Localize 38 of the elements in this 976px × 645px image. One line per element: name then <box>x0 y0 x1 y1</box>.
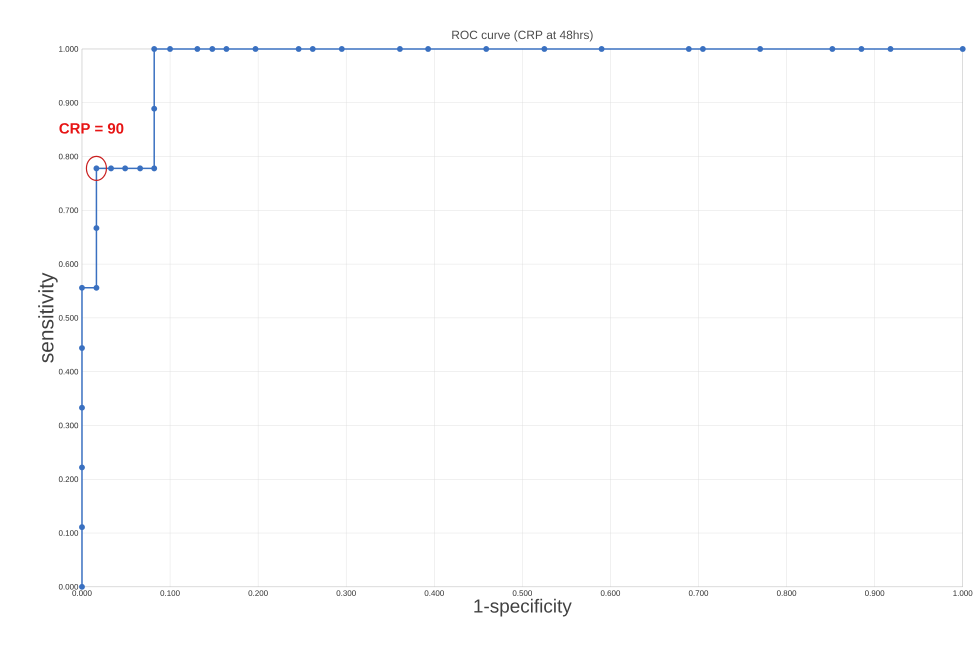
point <box>79 584 85 590</box>
x-axis-title: 1-specificity <box>474 598 572 617</box>
point <box>209 46 216 52</box>
point <box>93 225 100 232</box>
point <box>93 284 100 291</box>
point <box>396 46 403 52</box>
point <box>338 46 345 52</box>
point <box>598 46 605 52</box>
point <box>310 46 316 52</box>
point <box>79 524 85 530</box>
point <box>686 46 692 52</box>
point <box>167 46 174 52</box>
point <box>757 46 764 52</box>
point <box>425 46 432 52</box>
point <box>483 46 490 52</box>
annotation: CRP = 90 <box>59 123 124 134</box>
chart-title: ROC curve (CRP at 48hrs) <box>452 30 593 42</box>
point <box>960 46 966 52</box>
y-axis-title: sensitivity <box>38 272 58 363</box>
point <box>888 46 894 52</box>
point <box>223 46 230 52</box>
point <box>151 46 158 52</box>
point <box>541 46 548 52</box>
point <box>79 284 85 291</box>
point <box>79 464 85 470</box>
point <box>252 46 258 52</box>
point <box>858 46 864 52</box>
point <box>122 166 128 172</box>
point <box>108 166 114 172</box>
point <box>700 46 706 52</box>
point <box>829 46 836 52</box>
point <box>151 106 158 112</box>
point <box>296 46 302 52</box>
point <box>79 345 85 352</box>
point <box>79 404 85 411</box>
point <box>137 166 144 172</box>
point <box>194 46 200 52</box>
point <box>151 166 158 172</box>
